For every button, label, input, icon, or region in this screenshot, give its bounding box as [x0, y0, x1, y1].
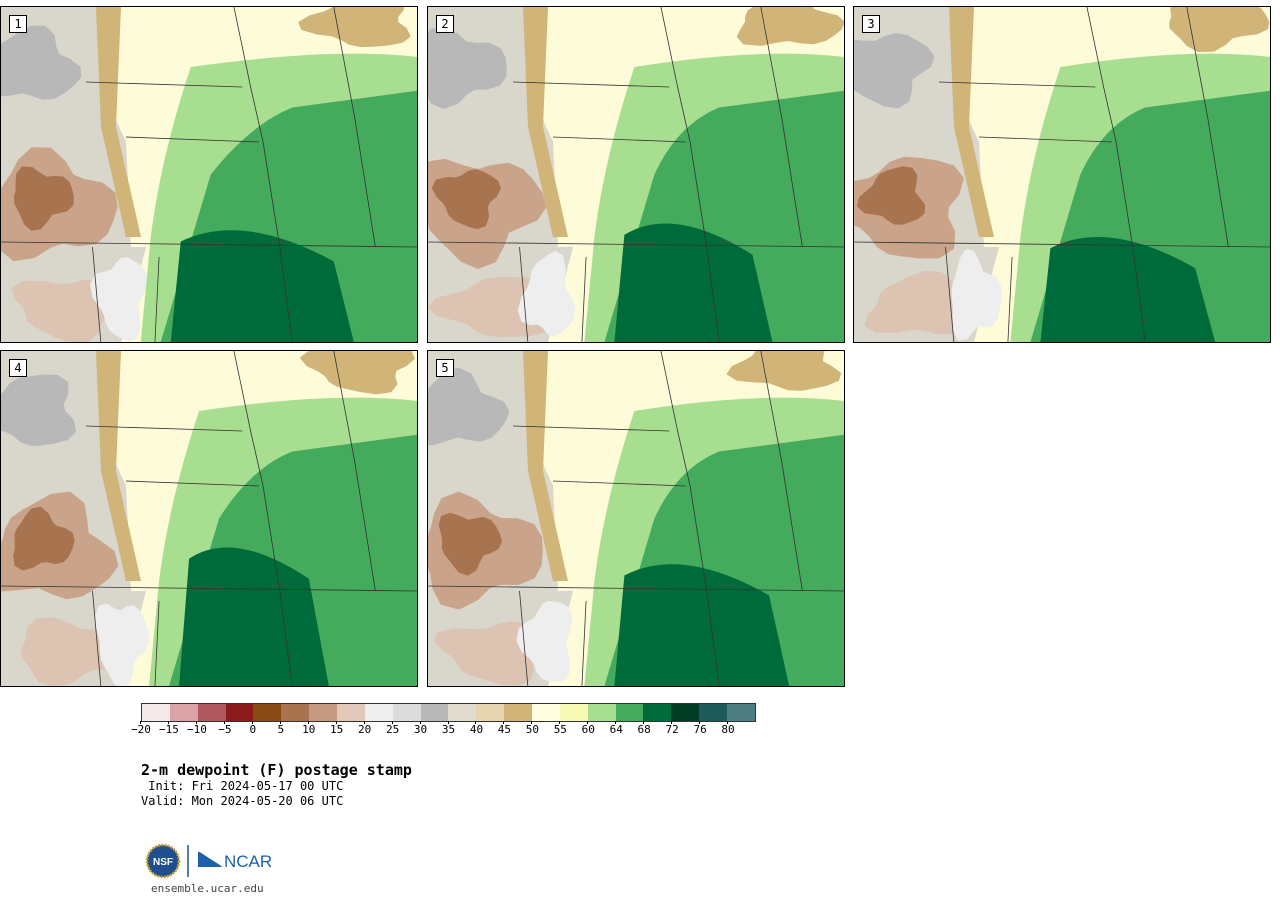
map-panel-5: 5	[427, 350, 845, 687]
colorbar-swatch	[671, 704, 700, 721]
colorbar-tick-label: 5	[266, 721, 296, 736]
colorbar-tick-label: −15	[154, 721, 184, 736]
colorbar-swatch	[169, 704, 198, 721]
map-panel-1: 1	[0, 6, 418, 343]
colorbar-tick-label: −20	[126, 721, 156, 736]
colorbar-tick-label: 0	[238, 721, 268, 736]
colorbar-tick-label: 30	[406, 721, 436, 736]
panel-label: 1	[9, 15, 27, 33]
colorbar-tick-label: 80	[713, 721, 743, 736]
colorbar-ticks: −20 −15 −10 −5 0 5 10 15 20 25 30 35 40 45 50 55 60 64 68 7…	[131, 721, 756, 744]
colorbar-swatch	[420, 704, 449, 721]
panel-label: 3	[862, 15, 880, 33]
colorbar-swatch	[281, 704, 310, 721]
ncar-logo-mark	[198, 851, 223, 867]
colorbar-swatch	[559, 704, 588, 721]
colorbar-tick-label: 72	[657, 721, 687, 736]
colorbar-tick-label: 55	[545, 721, 575, 736]
colorbar-swatch	[504, 704, 533, 721]
colorbar-tick-label: 20	[350, 721, 380, 736]
colorbar-tick-label: 50	[517, 721, 547, 736]
nsf-ncar-logo: NSF NCAR	[145, 843, 275, 879]
map-panel-2: 2	[427, 6, 845, 343]
colorbar-swatch	[476, 704, 505, 721]
colorbar-tick-label: 64	[601, 721, 631, 736]
colorbar-swatch	[309, 704, 338, 721]
colorbar-swatch	[532, 704, 560, 721]
colorbar-swatch	[615, 704, 644, 721]
colorbar-tick-label: 76	[685, 721, 715, 736]
colorbar-swatch	[699, 704, 728, 721]
colorbar-swatch	[197, 704, 226, 721]
colorbar-swatch	[587, 704, 616, 721]
colorbar-tick-label: 45	[489, 721, 519, 736]
colorbar-swatch	[364, 704, 393, 721]
colorbar-swatch	[392, 704, 421, 721]
colorbar-swatch	[337, 704, 365, 721]
map-panel-3: 3	[853, 6, 1271, 343]
colorbar-tick-label: 40	[461, 721, 491, 736]
colorbar	[141, 703, 756, 722]
nsf-logo	[145, 843, 181, 879]
colorbar-swatch	[643, 704, 672, 721]
colorbar-tick-label: −10	[182, 721, 212, 736]
init-time: Init: Fri 2024-05-17 00 UTC	[141, 779, 344, 793]
colorbar-swatch	[448, 704, 477, 721]
figure-title: 2-m dewpoint (F) postage stamp	[141, 761, 412, 779]
panel-label: 2	[436, 15, 454, 33]
colorbar-tick-label: 15	[322, 721, 352, 736]
colorbar-tick-label: 35	[434, 721, 464, 736]
colorbar-swatch	[727, 704, 755, 721]
panel-label: 4	[9, 359, 27, 377]
nsf-logo-text: NSF	[153, 857, 173, 868]
colorbar-tick-label: −5	[210, 721, 240, 736]
colorbar-swatch	[225, 704, 254, 721]
colorbar-tick-label: 10	[294, 721, 324, 736]
ncar-logo-text: NCAR	[224, 852, 272, 871]
colorbar-tick-label: 60	[573, 721, 603, 736]
colorbar-tick-label: 25	[378, 721, 408, 736]
valid-time: Valid: Mon 2024-05-20 06 UTC	[141, 794, 344, 808]
panel-label: 5	[436, 359, 454, 377]
site-url: ensemble.ucar.edu	[151, 882, 264, 895]
colorbar-tick-label: 68	[629, 721, 659, 736]
colorbar-swatch	[142, 704, 170, 721]
colorbar-swatch	[253, 704, 282, 721]
map-panel-4: 4	[0, 350, 418, 687]
